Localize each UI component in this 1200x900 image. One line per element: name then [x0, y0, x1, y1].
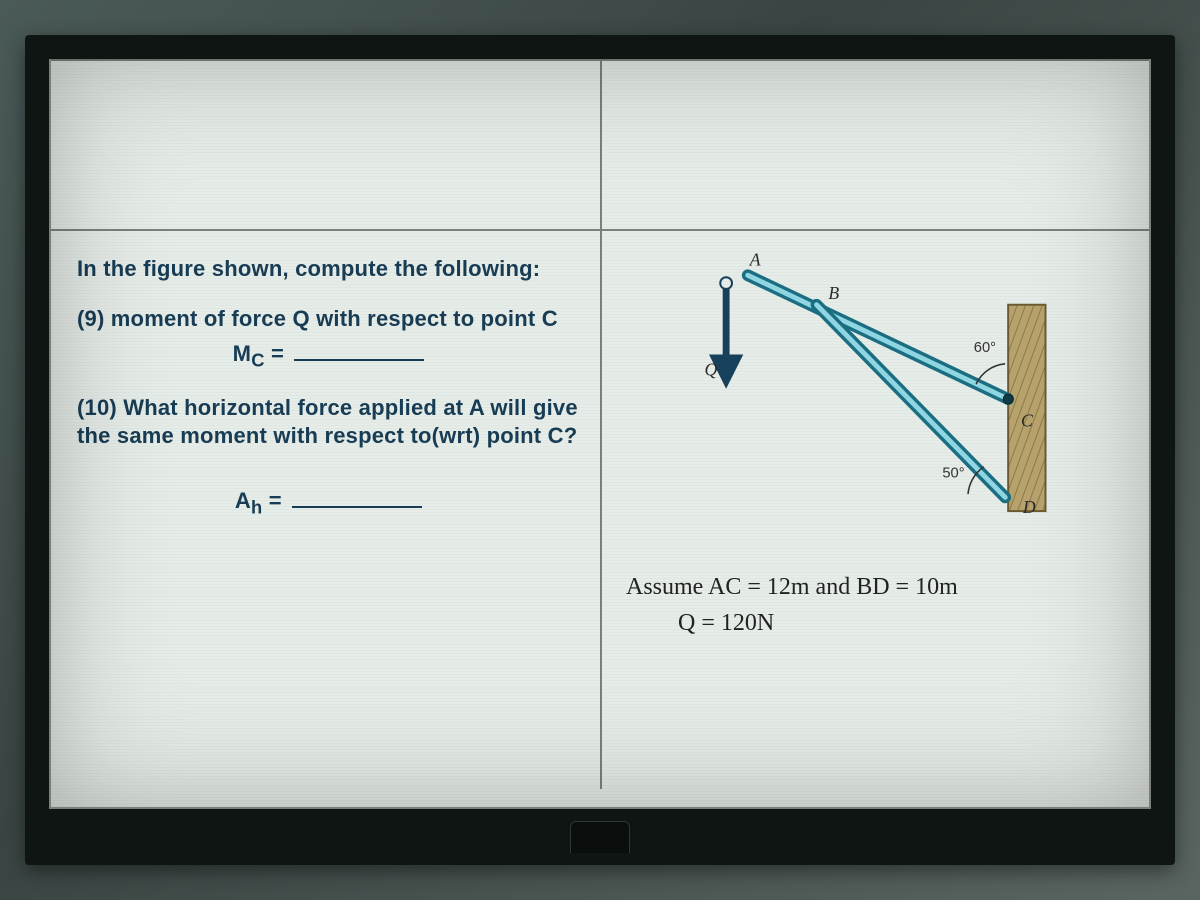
assume-line-2: Q = 120N — [620, 605, 1131, 641]
document-sheet: In the figure shown, compute the followi… — [49, 59, 1151, 809]
monitor-tab-dock — [535, 821, 665, 861]
figure-svg: A B C D Q 60° 50° — [620, 243, 1131, 563]
question-10: (10) What horizontal force applied at A … — [77, 394, 580, 449]
assumptions-block: Assume AC = 12m and BD = 10m Q = 120N — [620, 569, 1131, 641]
monitor-bezel: In the figure shown, compute the followi… — [25, 35, 1175, 865]
ah-sub: h — [251, 497, 262, 518]
wall — [1008, 305, 1045, 511]
force-q-arrow — [720, 277, 732, 371]
svg-text:60°: 60° — [974, 340, 996, 356]
table-cell-top-right — [600, 59, 1149, 229]
svg-text:50°: 50° — [942, 466, 964, 482]
question-cell: In the figure shown, compute the followi… — [51, 229, 600, 789]
mc-blank[interactable] — [294, 338, 424, 361]
question-10-line1: (10) What horizontal force applied at A … — [77, 394, 580, 422]
ah-blank[interactable] — [292, 485, 422, 508]
bar-bd — [817, 305, 1006, 498]
ah-label: A — [235, 488, 251, 513]
question-9: (9) moment of force Q with respect to po… — [77, 305, 580, 373]
mc-label: M — [233, 341, 252, 366]
table-cell-top-left — [51, 59, 600, 229]
svg-text:C: C — [1021, 411, 1033, 431]
assume-q-value: 120N — [721, 610, 774, 636]
ah-eq: = — [262, 488, 288, 513]
question-intro: In the figure shown, compute the followi… — [77, 255, 580, 283]
svg-text:Q: Q — [705, 359, 718, 379]
svg-text:A: A — [749, 249, 761, 269]
monitor-tab-notch — [570, 821, 630, 853]
figure-diagram: A B C D Q 60° 50° — [620, 243, 1131, 563]
figure-cell: A B C D Q 60° 50° Assume AC = 12m and BD = 10… — [600, 229, 1149, 789]
question-10-line2: the same moment with respect to(wrt) poi… — [77, 422, 580, 450]
mc-sub: C — [251, 349, 264, 370]
assume-line-1: Assume AC = 12m and BD = 10m — [620, 569, 1131, 605]
table-main-row: In the figure shown, compute the followi… — [51, 229, 1149, 789]
table-top-row — [51, 59, 1149, 229]
svg-text:D: D — [1022, 497, 1036, 517]
mc-eq: = — [265, 341, 291, 366]
svg-text:B: B — [828, 283, 839, 303]
question-9-blank-line: MC = — [77, 338, 580, 372]
question-9-line1: (9) moment of force Q with respect to po… — [77, 305, 580, 333]
question-10-blank-line: Ah = — [77, 485, 580, 519]
assume-q-prefix: Q = — [678, 610, 721, 636]
